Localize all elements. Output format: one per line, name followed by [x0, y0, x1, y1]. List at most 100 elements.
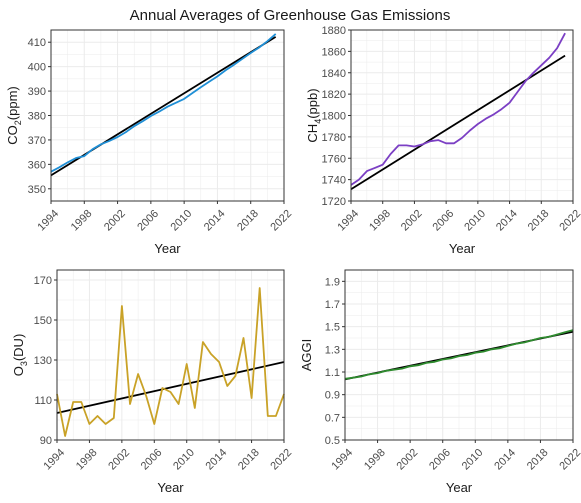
o3-point [267, 415, 269, 417]
ch4-point [524, 80, 526, 82]
x-tick-label: 2014 [494, 208, 520, 234]
ch4-point [469, 129, 471, 131]
co2-point [83, 155, 85, 157]
panel-border [56, 269, 285, 441]
y-axis-title-base: CH [305, 124, 320, 143]
aggi-point [539, 337, 541, 339]
y-tick-label: 0.9 [325, 390, 340, 402]
y-axis-title-unit: (DU) [11, 334, 26, 361]
ch4-point [429, 140, 431, 142]
x-tick-label: 2002 [102, 208, 128, 234]
y-axis-title: CH4(ppb) [305, 88, 323, 142]
x-tick-label: 2006 [135, 208, 161, 234]
ch4-point [556, 47, 558, 49]
y-tick-label: 170 [34, 275, 52, 287]
y-tick-label: 150 [34, 315, 52, 327]
ch4-point [358, 179, 360, 181]
co2-point [175, 102, 177, 104]
aggi-point [458, 355, 460, 357]
x-tick-label: 1998 [69, 208, 95, 234]
co2-point [150, 115, 152, 117]
o3-point [259, 287, 261, 289]
co2-series-line [50, 33, 277, 173]
y-tick-label: 1.5 [325, 322, 340, 334]
ch4-point [493, 113, 495, 115]
ch4-point [437, 139, 439, 141]
x-tick-label: 2022 [557, 447, 581, 473]
x-tick-label: 1994 [335, 208, 361, 234]
o3-point [242, 337, 244, 339]
co2-point [133, 125, 135, 127]
aggi-point [450, 357, 452, 359]
y-tick-label: 1840 [322, 68, 346, 80]
o3-point [161, 387, 163, 389]
ch4-point [501, 108, 503, 110]
y-axis-title-base: CO [5, 125, 20, 145]
x-tick-label: 2018 [525, 447, 551, 473]
co2-point [208, 81, 210, 83]
co2-point [117, 136, 119, 138]
ch4-point [517, 91, 519, 93]
aggi-point [556, 334, 558, 336]
aggi-series-line [344, 329, 574, 380]
y-tick-label: 370 [28, 135, 46, 147]
co2-point [266, 40, 268, 42]
ch4-point [509, 102, 511, 104]
aggi-point [377, 372, 379, 374]
y-tick-label: 1860 [322, 46, 346, 58]
ch4-point [398, 144, 400, 146]
panel-co2: 350 360 370 380 390 400 410 1994 1998 2002 2006 201… [5, 29, 294, 256]
ch4-point [374, 167, 376, 169]
y-tick-label: 1760 [322, 153, 346, 165]
x-tick-label: 1994 [329, 447, 355, 473]
o3-point [251, 397, 253, 399]
y-tick-label: 1820 [322, 89, 346, 101]
o3-point [88, 423, 90, 425]
x-tick-label: 2006 [431, 208, 457, 234]
o3-point [210, 353, 212, 355]
x-tick-label: 1998 [362, 447, 388, 473]
y-axis-title-unit: (ppm) [5, 86, 20, 120]
x-tick-label: 2002 [106, 447, 132, 473]
aggi-point [548, 336, 550, 338]
o3-point [194, 407, 196, 409]
x-tick-label: 2014 [202, 208, 228, 234]
ch4-point [453, 142, 455, 144]
ch4-point [532, 72, 534, 74]
y-tick-label: 1.9 [325, 276, 340, 288]
ch4-point [390, 153, 392, 155]
x-tick-label: 2010 [171, 447, 197, 473]
aggi-point [474, 352, 476, 354]
x-tick-label: 2018 [236, 447, 262, 473]
x-tick-label: 2022 [268, 208, 294, 234]
aggi-point [491, 348, 493, 350]
o3-point [105, 423, 107, 425]
aggi-point [515, 343, 517, 345]
y-axis-title: AGGI [299, 339, 314, 372]
x-tick-label: 1994 [41, 447, 67, 473]
y-axis-title-base: O [11, 366, 26, 376]
aggi-point [368, 373, 370, 375]
co2-point [158, 111, 160, 113]
y-tick-label: 410 [28, 37, 46, 49]
co2-point [225, 69, 227, 71]
co2-point [100, 143, 102, 145]
aggi-point [531, 339, 533, 341]
o3-point [234, 375, 236, 377]
o3-point [170, 391, 172, 393]
co2-point [250, 52, 252, 54]
panel-aggi: 0.5 0.7 0.9 1.1 1.3 1.5 1.7 1.9 1994 1998 2002 2006… [299, 269, 581, 495]
aggi-point [393, 369, 395, 371]
o3-point [64, 435, 66, 437]
x-tick-label: 2002 [395, 447, 421, 473]
aggi-point [401, 368, 403, 370]
co2-point [92, 148, 94, 150]
y-tick-label: 0.5 [325, 435, 340, 447]
x-tick-label: 1998 [367, 208, 393, 234]
y-tick-label: 390 [28, 86, 46, 98]
x-tick-label: 2018 [526, 208, 552, 234]
y-tick-label: 1.1 [325, 367, 340, 379]
